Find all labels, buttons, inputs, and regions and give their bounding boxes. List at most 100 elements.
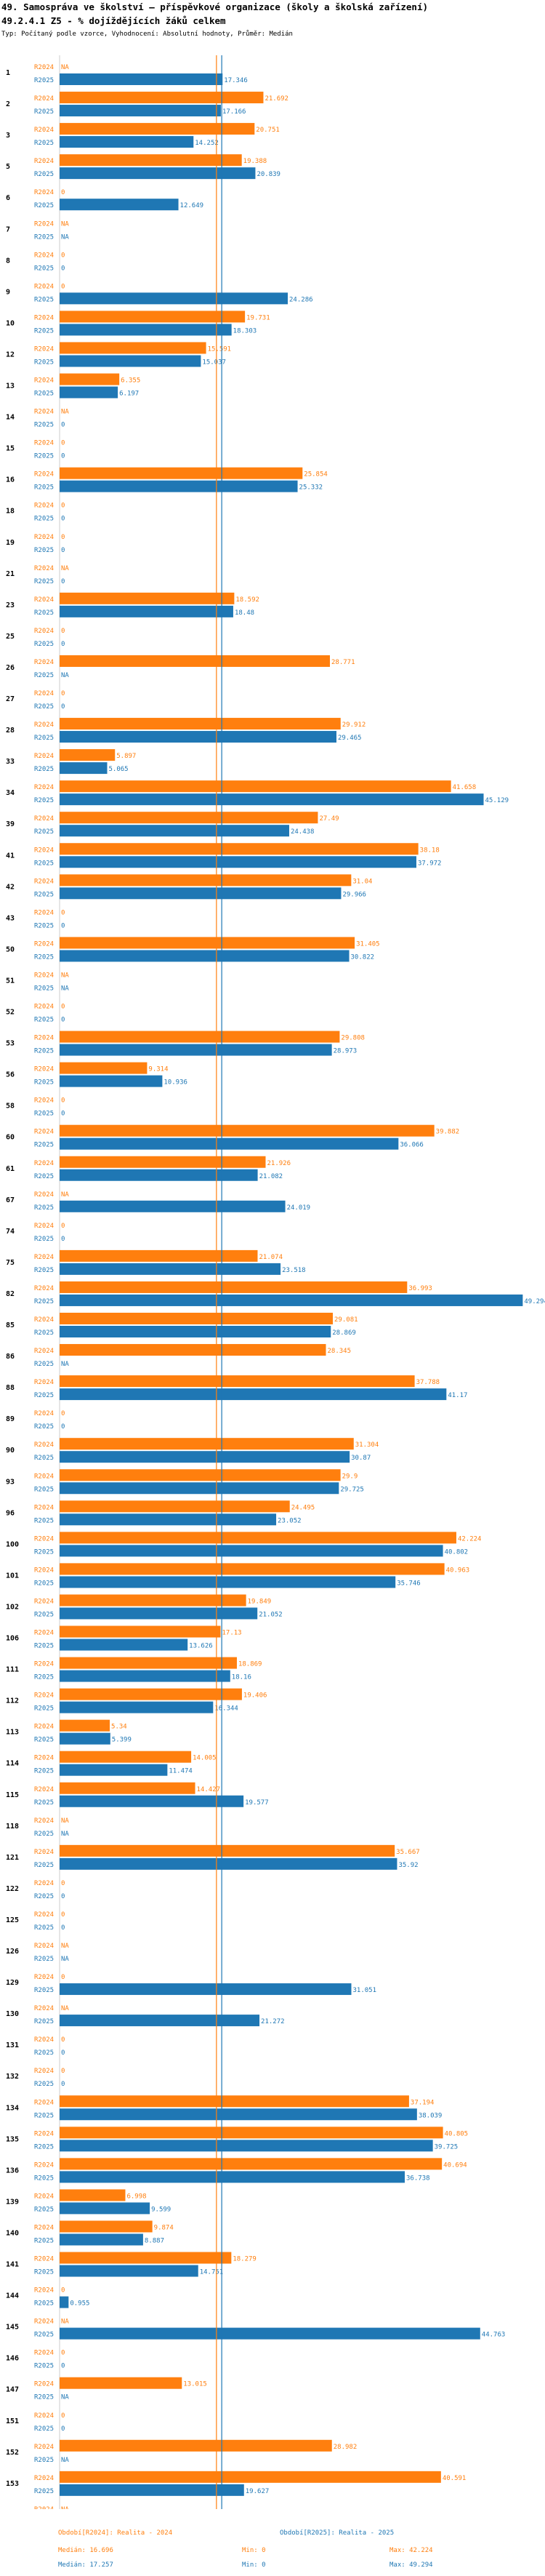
series-label: R2024 xyxy=(34,2099,54,2106)
bar-r2025 xyxy=(60,1482,339,1495)
value-label: 18.279 xyxy=(233,2256,257,2263)
row-label: 115 xyxy=(6,1791,19,1799)
row-label: 21 xyxy=(6,570,15,578)
bar-r2025 xyxy=(60,167,256,180)
bar-r2025 xyxy=(60,1044,332,1056)
series-label: R2025 xyxy=(34,233,54,241)
series-label: R2025 xyxy=(34,1924,54,1932)
row-label: 100 xyxy=(6,1540,19,1548)
bar-r2024 xyxy=(60,1563,445,1575)
bar-r2025 xyxy=(60,2484,244,2496)
row-label: 14 xyxy=(6,414,15,422)
series-label: R2025 xyxy=(34,1329,54,1337)
row-label: 102 xyxy=(6,1603,19,1611)
series-label: R2024 xyxy=(34,1035,54,1042)
series-label: R2024 xyxy=(34,2506,54,2509)
series-label: R2024 xyxy=(34,1285,54,1292)
value-label: NA xyxy=(61,985,69,992)
bar-r2024 xyxy=(60,1688,242,1700)
bar-r2024 xyxy=(60,467,303,479)
bar-r2025 xyxy=(60,2108,417,2121)
series-label: R2024 xyxy=(34,1943,54,1950)
value-label: 17.13 xyxy=(222,1630,241,1637)
value-label: 0.955 xyxy=(70,2300,89,2308)
bar-r2025 xyxy=(60,950,350,962)
series-label: R2025 xyxy=(34,2332,54,2339)
bar-r2024 xyxy=(60,874,352,887)
bar-r2024 xyxy=(60,1281,408,1293)
value-label: 29.808 xyxy=(341,1035,365,1042)
bar-r2024 xyxy=(60,1438,354,1450)
bar-r2025 xyxy=(60,1701,214,1713)
value-label: 0 xyxy=(61,265,65,272)
value-label: 0 xyxy=(61,2425,65,2433)
value-label: 41.658 xyxy=(453,784,477,791)
row-label: 27 xyxy=(6,695,15,703)
series-label: R2025 xyxy=(34,1111,54,1118)
bar-r2025 xyxy=(60,605,233,617)
value-label: 19.388 xyxy=(243,158,267,165)
bar-r2024 xyxy=(60,311,246,323)
value-label: NA xyxy=(61,1831,69,1838)
row-label: 1 xyxy=(6,69,10,77)
series-label: R2024 xyxy=(34,2005,54,2012)
value-label: 14.252 xyxy=(195,140,219,147)
series-label: R2025 xyxy=(34,860,54,867)
bar-r2025 xyxy=(60,1137,399,1150)
bar-r2025 xyxy=(60,1576,396,1588)
bar-r2025 xyxy=(60,1294,523,1306)
bar-r2024 xyxy=(60,749,116,761)
series-label: R2024 xyxy=(34,503,54,510)
value-label: 0 xyxy=(61,1880,65,1887)
row-label: 129 xyxy=(6,1979,19,1987)
value-label: 12.649 xyxy=(180,202,204,209)
bar-r2025 xyxy=(60,1764,168,1776)
value-label: NA xyxy=(61,2319,69,2326)
legend-r2024-median: Medián: 16.696 xyxy=(58,2547,113,2554)
value-label: 27.49 xyxy=(319,815,339,823)
value-label: 0 xyxy=(61,2287,65,2295)
value-label: 5.065 xyxy=(108,766,128,773)
series-label: R2025 xyxy=(34,703,54,711)
series-label: R2024 xyxy=(34,1661,54,1668)
bar-r2024 xyxy=(60,812,318,824)
bar-r2025 xyxy=(60,1513,277,1526)
row-label: 134 xyxy=(6,2104,19,2112)
series-label: R2024 xyxy=(34,1160,54,1167)
bar-r2024 xyxy=(60,1062,148,1074)
bar-r2024 xyxy=(60,1469,341,1481)
bar-r2024 xyxy=(60,2095,409,2108)
series-label: R2025 xyxy=(34,2175,54,2182)
value-label: 30.87 xyxy=(351,1455,371,1462)
series-label: R2025 xyxy=(34,2425,54,2433)
series-label: R2024 xyxy=(34,1254,54,1261)
series-label: R2024 xyxy=(34,2475,54,2482)
value-label: 21.926 xyxy=(267,1160,291,1167)
bar-r2025 xyxy=(60,1263,281,1275)
value-label: 6.355 xyxy=(121,377,140,385)
bar-r2025 xyxy=(60,1200,286,1212)
series-label: R2024 xyxy=(34,1379,54,1386)
series-label: R2025 xyxy=(34,2206,54,2213)
bar-r2025 xyxy=(60,1857,397,1870)
row-label: 132 xyxy=(6,2073,19,2081)
series-label: R2024 xyxy=(34,1880,54,1887)
value-label: 42.224 xyxy=(458,1535,482,1543)
series-label: R2024 xyxy=(34,2350,54,2357)
bar-r2024 xyxy=(60,1249,258,1262)
series-label: R2024 xyxy=(34,1504,54,1511)
series-label: R2024 xyxy=(34,2381,54,2388)
bar-r2025 xyxy=(60,2327,480,2340)
row-label: 34 xyxy=(6,789,15,797)
series-label: R2024 xyxy=(34,1535,54,1543)
value-label: 24.019 xyxy=(287,1204,311,1212)
series-label: R2024 xyxy=(34,1348,54,1355)
series-label: R2025 xyxy=(34,2457,54,2464)
series-label: R2025 xyxy=(34,2081,54,2088)
row-label: 136 xyxy=(6,2167,19,2175)
bar-r2024 xyxy=(60,780,451,793)
bar-r2025 xyxy=(60,1795,244,1807)
value-label: 15.037 xyxy=(202,359,226,366)
series-label: R2025 xyxy=(34,1768,54,1775)
bar-r2024 xyxy=(60,1657,237,1669)
